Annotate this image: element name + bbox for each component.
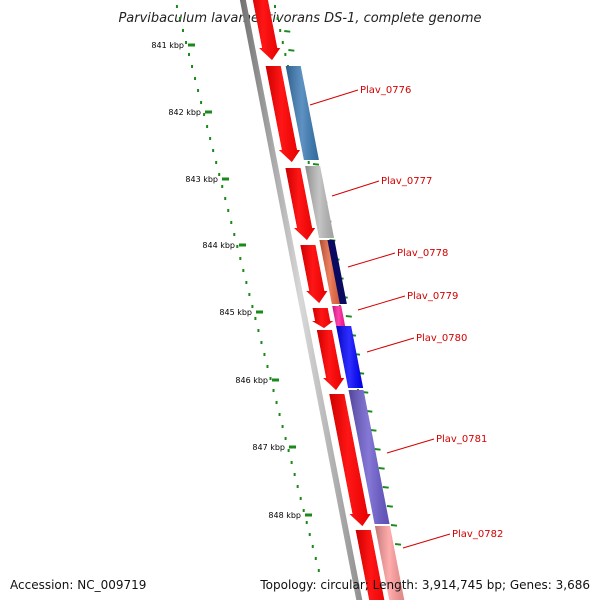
gene-label[interactable]: Plav_0776: [360, 85, 411, 96]
scale-tick-label: 841 kbp: [151, 41, 184, 50]
forward-cds-arrow[interactable]: [300, 245, 328, 303]
map-title: Parvibaculum lavamentivorans DS-1, compl…: [118, 11, 481, 26]
scale-tick-label: 843 kbp: [185, 175, 218, 184]
scale-tick-label: 844 kbp: [202, 241, 235, 250]
genome-summary-text: Topology: circular; Length: 3,914,745 bp…: [260, 578, 590, 592]
gene-label-leader: [309, 89, 359, 106]
gene-label-leader: [402, 533, 451, 549]
gene-label-leader: [331, 180, 380, 197]
genome-backbone: [239, 0, 363, 600]
forward-cds-arrow[interactable]: [312, 308, 334, 328]
forward-cds-arrow[interactable]: [265, 66, 300, 162]
forward-strand-cds: [249, 0, 389, 600]
gene-feature-plav_0782[interactable]: [374, 526, 405, 600]
scale-tick-mark: [305, 513, 312, 517]
gene-label[interactable]: Plav_0777: [381, 176, 432, 187]
scale-tick-mark: [188, 43, 195, 47]
gene-label[interactable]: Plav_0780: [416, 333, 467, 344]
scale-tick-mark: [239, 243, 246, 247]
gene-labels: Plav_0776 Plav_0777 Plav_0778 Plav_0779 Plav…: [309, 85, 503, 549]
scale-tick-label: 845 kbp: [219, 308, 252, 317]
forward-cds-arrow[interactable]: [329, 394, 371, 526]
forward-cds-arrow[interactable]: [249, 0, 281, 60]
scale-tick-mark: [256, 310, 263, 314]
accession-text: Accession: NC_009719: [10, 578, 147, 592]
gene-label[interactable]: Plav_0778: [397, 248, 448, 259]
scale-tick-mark: [289, 445, 296, 449]
gene-feature-plav_0778[interactable]: [319, 240, 347, 304]
gene-label-leader: [386, 438, 435, 454]
forward-cds-arrow[interactable]: [316, 330, 345, 390]
gene-feature-plav_0776[interactable]: [285, 66, 319, 160]
forward-cds-arrow[interactable]: [285, 168, 316, 240]
scale-tick-label: 842 kbp: [168, 108, 201, 117]
gene-feature-plav_0780[interactable]: [336, 326, 364, 388]
gene-feature-plav_0777[interactable]: [305, 166, 335, 238]
gene-feature-plav_0781[interactable]: [348, 390, 390, 524]
gene-label-leader: [366, 337, 415, 353]
forward-cds-arrow[interactable]: [355, 530, 389, 600]
gene-label[interactable]: Plav_0779: [407, 291, 458, 302]
gene-label[interactable]: Plav_0781: [436, 434, 487, 445]
scale-tick-mark: [222, 177, 229, 181]
gene-label[interactable]: Plav_0782: [452, 529, 503, 540]
gene-label-leader: [347, 252, 396, 268]
scale-tick-label: 847 kbp: [252, 443, 285, 452]
scale-tick-mark: [205, 110, 212, 114]
scale-tick-label: 846 kbp: [235, 376, 268, 385]
gene-feature-plav_0779[interactable]: [332, 306, 346, 326]
gene-label-leader: [357, 295, 406, 311]
scale-tick-mark: [272, 378, 279, 382]
gene-features: [285, 66, 405, 600]
scale-tick-label: 848 kbp: [268, 511, 301, 520]
